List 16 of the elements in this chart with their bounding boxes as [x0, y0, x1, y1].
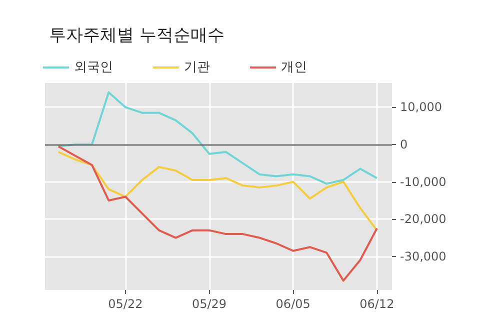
y-tick-label: -10,000 — [400, 174, 446, 189]
legend-label: 기관 — [184, 60, 210, 75]
legend-label: 개인 — [281, 60, 307, 75]
y-tick-label: 0 — [400, 138, 408, 152]
y-tick-label: -30,000 — [400, 249, 446, 264]
line-series — [57, 145, 378, 282]
x-tick-label: 05/29 — [192, 297, 227, 311]
y-tick-label: -20,000 — [400, 212, 446, 226]
x-tick-label: 06/12 — [360, 297, 394, 311]
line-series — [57, 91, 378, 185]
chart-title: 투자주체별 누적순매수 — [49, 26, 224, 46]
x-tick-label: 05/22 — [108, 297, 143, 311]
x-tick-label: 06/05 — [276, 297, 310, 311]
y-tick-label: 10,000 — [400, 100, 442, 114]
line-series — [57, 151, 378, 232]
legend-label: 외국인 — [74, 60, 113, 75]
